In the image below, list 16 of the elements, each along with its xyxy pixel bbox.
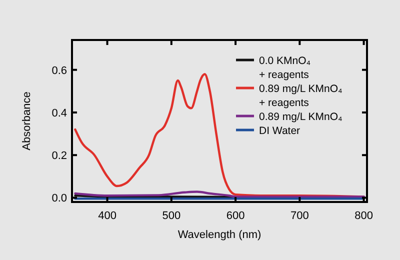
x-tick-label: 700 [290, 210, 309, 222]
legend-label: 0.0 KMnO₄ + reagents [259, 55, 311, 81]
line-series [74, 73, 365, 198]
x-tick-label: 800 [354, 210, 373, 222]
y-tick-label: 0.0 [52, 192, 67, 205]
legend-label: DI Water [259, 125, 301, 137]
y-axis-title: Absorbance [21, 92, 33, 150]
y-tick-label: 0.4 [52, 107, 67, 120]
y-tick-label: 0.6 [52, 64, 67, 77]
x-tick-label: 500 [162, 210, 181, 222]
y-tick-label: 0.2 [52, 150, 67, 162]
legend-label: 0.89 mg/L KMnO₄ + reagents [259, 83, 342, 109]
x-axis-title: Wavelength (nm) [178, 229, 262, 241]
x-tick-label: 600 [226, 210, 245, 222]
legend-label: 0.89 mg/L KMnO₄ [259, 111, 342, 123]
x-tick-label: 400 [98, 210, 116, 222]
